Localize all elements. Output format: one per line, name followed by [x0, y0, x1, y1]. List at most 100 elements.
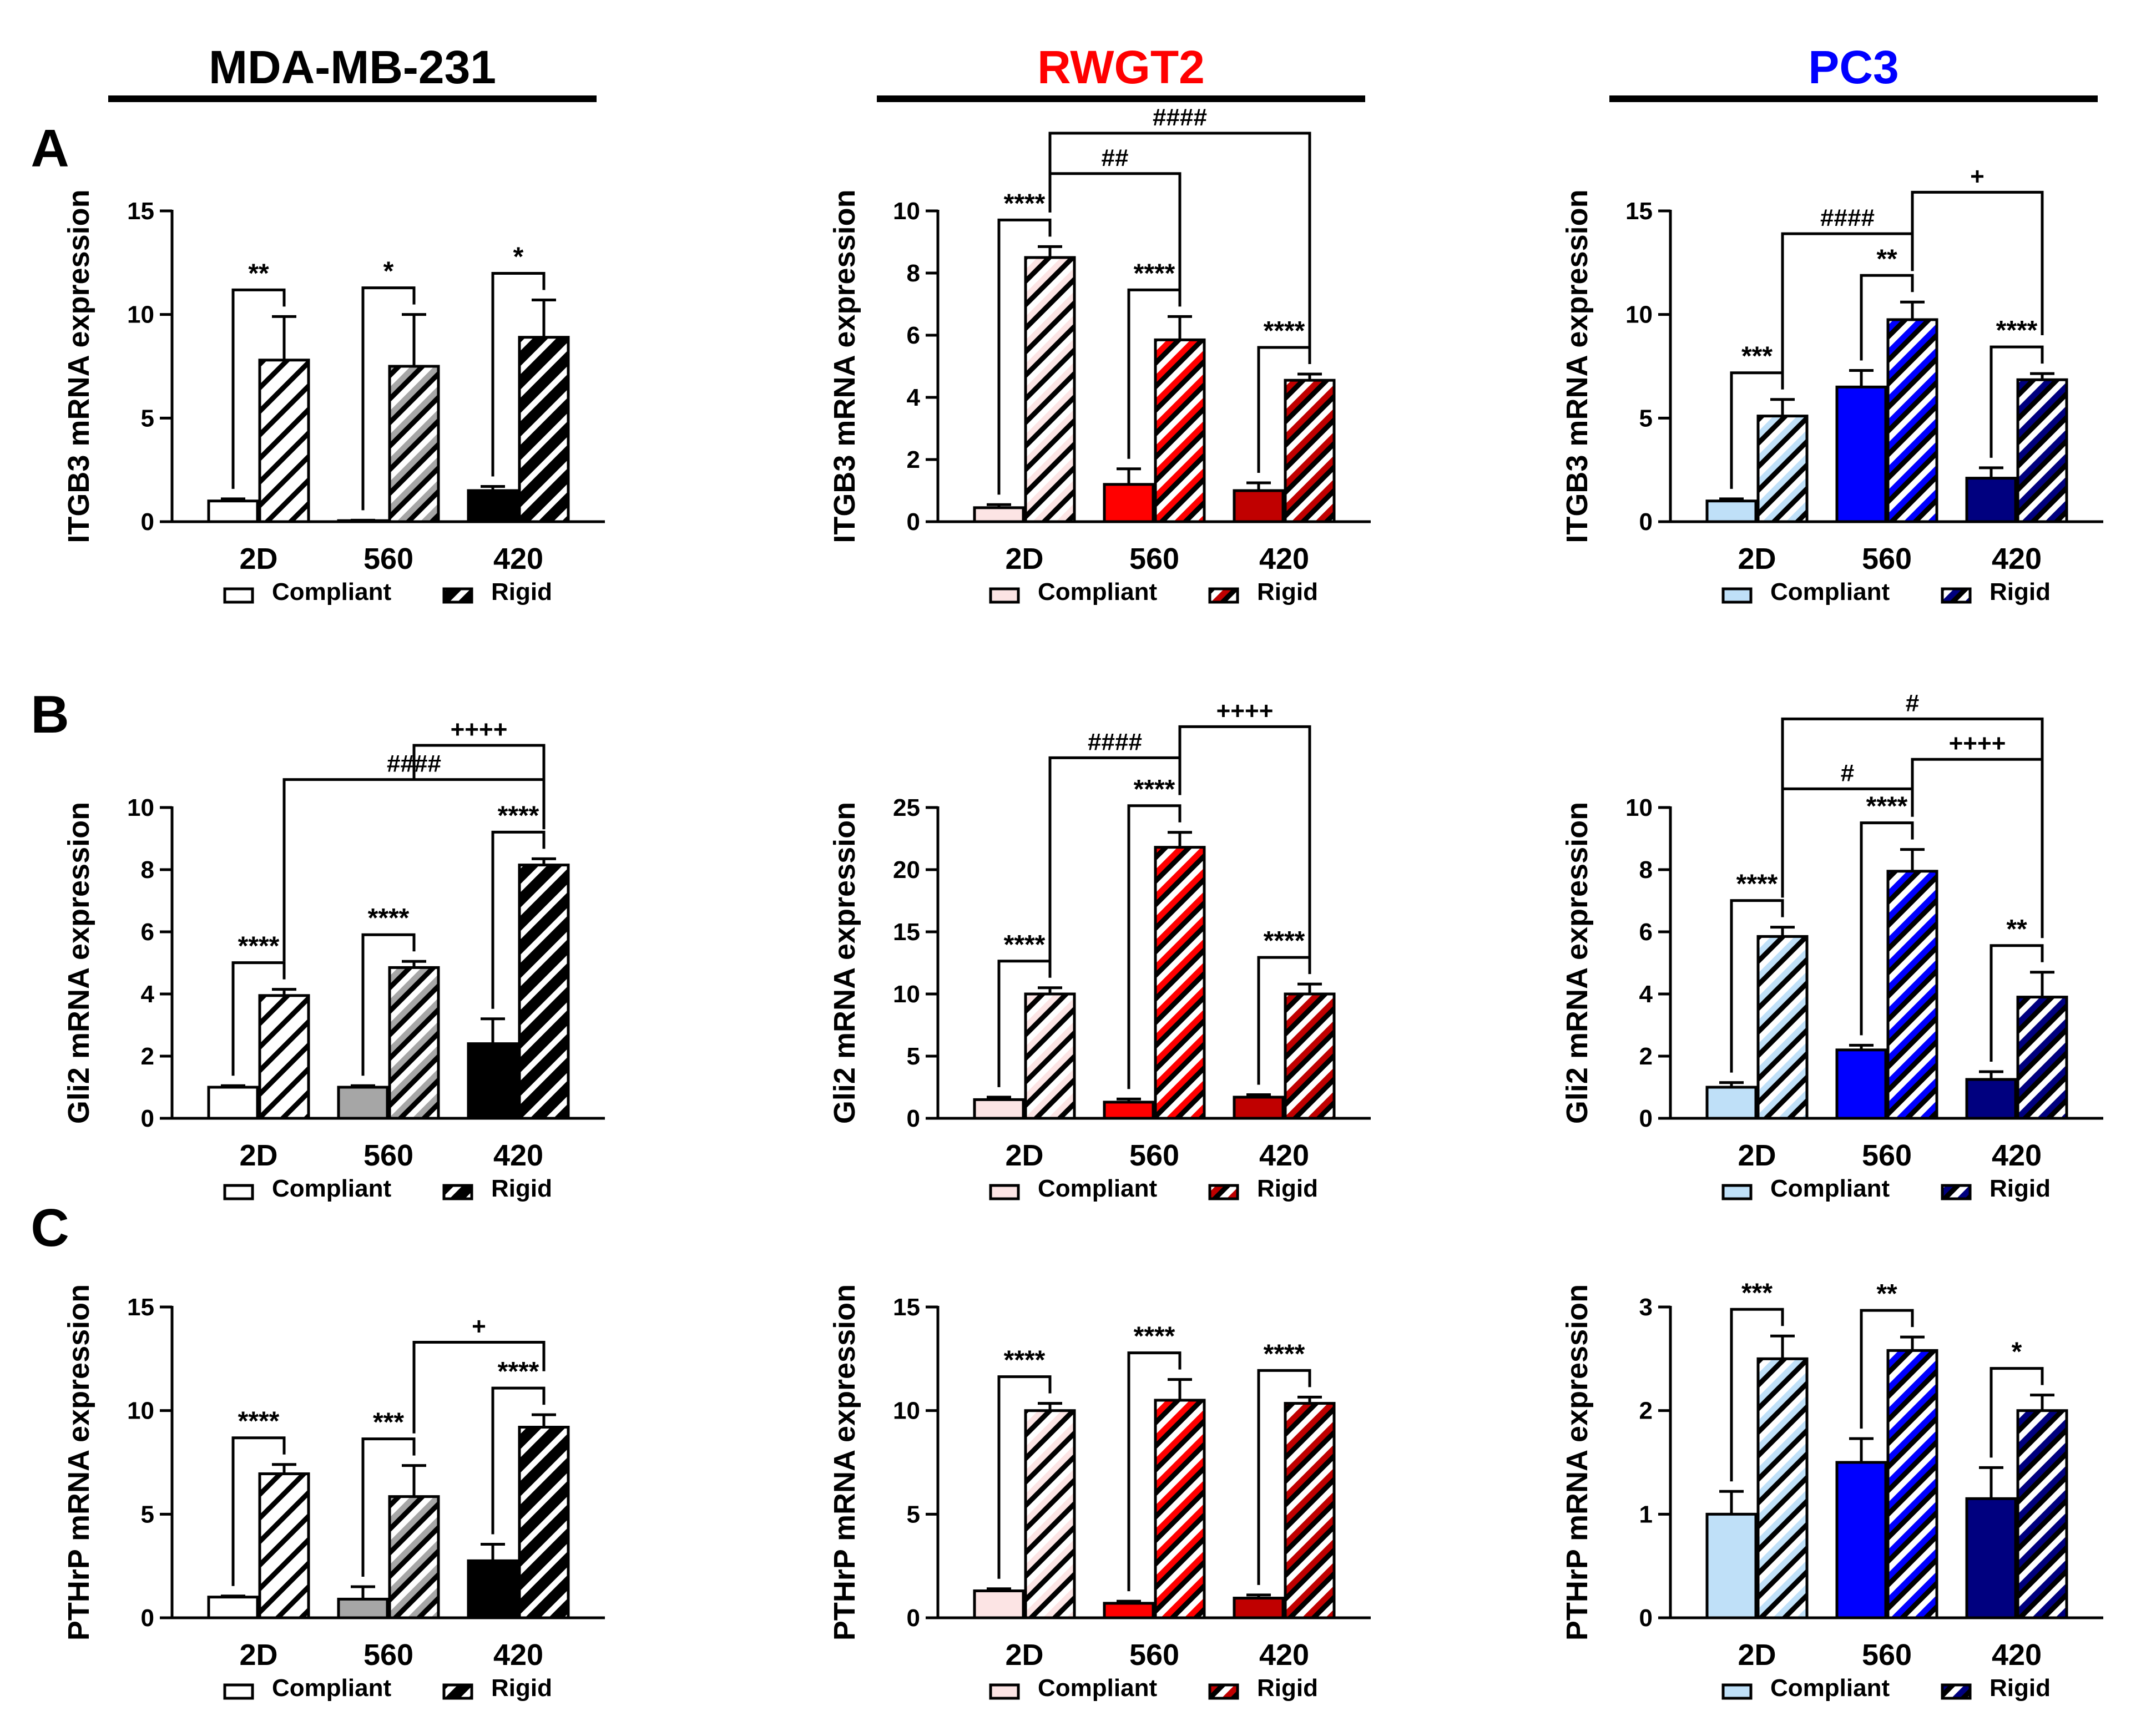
column-title: PC3: [1808, 41, 1898, 93]
significance-bracket: [1990, 345, 2044, 458]
y-tick-label: 1: [1639, 1501, 1653, 1528]
category-label: 420: [1259, 1638, 1309, 1672]
category-label: 560: [1129, 1139, 1179, 1172]
legend-label-rigid: Rigid: [1257, 1175, 1318, 1202]
legend-swatch-compliant: [1721, 1184, 1753, 1200]
y-axis-label: Gli2 mRNA expression: [828, 802, 861, 1124]
bar-rigid: [258, 359, 310, 523]
bar-rigid: [258, 994, 310, 1120]
y-tick-label: 10: [893, 198, 920, 225]
bar-rigid: [1024, 992, 1076, 1120]
y-axis-label: ITGB3 mRNA expression: [1561, 189, 1594, 543]
bar-rigid: [388, 1495, 440, 1619]
y-tick-label: 25: [893, 794, 920, 821]
comparison-bracket: [1911, 190, 2044, 335]
significance-label: ****: [1264, 926, 1305, 956]
bar-compliant: [973, 506, 1025, 523]
bar-compliant: [1705, 1512, 1758, 1619]
bar-rigid: [1024, 256, 1076, 523]
significance-label: ***: [1741, 1278, 1773, 1308]
bar-compliant: [1103, 1101, 1155, 1120]
significance-bracket: [231, 961, 286, 1076]
bar-compliant: [207, 1596, 259, 1619]
y-tick-label: 2: [141, 1043, 154, 1070]
column-title: MDA-MB-231: [209, 41, 496, 93]
legend-label-compliant: Compliant: [272, 1175, 391, 1202]
category-label: 420: [1259, 1139, 1309, 1172]
bar-rigid: [2016, 1409, 2068, 1619]
comparison-bracket: [412, 1340, 546, 1434]
category-label: 2D: [1005, 542, 1043, 576]
bar-rigid: [258, 1472, 310, 1619]
legend-label-rigid: Rigid: [1990, 578, 2051, 605]
bar-rigid: [518, 336, 570, 523]
legend-swatch-compliant: [223, 587, 254, 604]
legend-swatch-rigid: [1208, 587, 1239, 604]
y-tick-label: 4: [1639, 981, 1653, 1008]
significance-bracket: [1730, 899, 1784, 1073]
comparison-bracket: [1048, 132, 1311, 364]
legend-label-compliant: Compliant: [1770, 1674, 1890, 1702]
comparison-label: ####: [1820, 204, 1875, 231]
y-axis-label: PTHrP mRNA expression: [1561, 1284, 1594, 1641]
bar-rigid: [1024, 1409, 1076, 1619]
y-tick-label: 20: [893, 856, 920, 884]
significance-label: ****: [498, 1357, 539, 1386]
bar-rigid: [518, 1426, 570, 1619]
bar-compliant: [1103, 1602, 1155, 1619]
category-label: 560: [1862, 542, 1912, 576]
legend-label-compliant: Compliant: [1770, 578, 1890, 605]
comparison-label: ####: [1153, 104, 1207, 131]
legend-swatch-compliant: [223, 1184, 254, 1200]
panel-letter: C: [31, 1198, 69, 1258]
y-tick-label: 15: [893, 1294, 920, 1321]
bar-compliant: [1835, 385, 1887, 523]
y-tick-label: 2: [1639, 1397, 1653, 1425]
legend-swatch-compliant: [1721, 587, 1753, 604]
significance-bracket: [1860, 821, 1914, 1036]
comparison-label: ++++: [1949, 730, 2006, 757]
significance-bracket: [491, 272, 546, 477]
significance-label: **: [248, 259, 269, 288]
category-label: 2D: [239, 1139, 277, 1172]
y-axis-label: Gli2 mRNA expression: [1561, 802, 1594, 1124]
comparison-label: +: [1970, 163, 1985, 190]
significance-label: ****: [1264, 1339, 1305, 1369]
chart-panel: PTHrP mRNA expression 0 5 10 15 2D 560 420 **** *…: [828, 1284, 1371, 1702]
y-tick-label: 0: [141, 1105, 154, 1132]
y-axis-label: ITGB3 mRNA expression: [828, 189, 861, 543]
comparison-label: +: [472, 1313, 486, 1340]
legend-label-rigid: Rigid: [1257, 1674, 1318, 1702]
legend-label-compliant: Compliant: [272, 578, 391, 605]
panel-letter: A: [31, 119, 69, 178]
significance-label: ****: [1004, 1346, 1046, 1375]
bar-compliant: [1233, 1597, 1285, 1619]
y-tick-label: 15: [1625, 198, 1653, 225]
legend-swatch-rigid: [1208, 1184, 1239, 1200]
significance-bracket: [231, 1436, 286, 1586]
bar-compliant: [337, 1597, 389, 1619]
legend-label-compliant: Compliant: [1770, 1175, 1890, 1202]
y-tick-label: 0: [1639, 1105, 1653, 1132]
legend-swatch-rigid: [1941, 1683, 1972, 1700]
legend-swatch-compliant: [1721, 1683, 1753, 1700]
significance-label: ***: [1741, 342, 1773, 371]
y-tick-label: 4: [141, 981, 155, 1008]
y-axis-label: Gli2 mRNA expression: [62, 802, 95, 1124]
column-title: RWGT2: [1037, 41, 1205, 93]
y-tick-label: 3: [1639, 1294, 1653, 1321]
y-tick-label: 6: [907, 322, 920, 349]
bar-compliant: [1965, 1078, 2017, 1120]
y-tick-label: 0: [141, 1604, 154, 1632]
bar-compliant: [467, 489, 519, 523]
significance-bracket: [997, 218, 1052, 495]
y-tick-label: 2: [907, 446, 920, 473]
bar-compliant: [1233, 489, 1285, 523]
y-tick-label: 0: [141, 508, 154, 536]
significance-label: ****: [238, 1407, 280, 1436]
bar-rigid: [1154, 846, 1206, 1120]
comparison-label: ####: [1088, 728, 1142, 755]
